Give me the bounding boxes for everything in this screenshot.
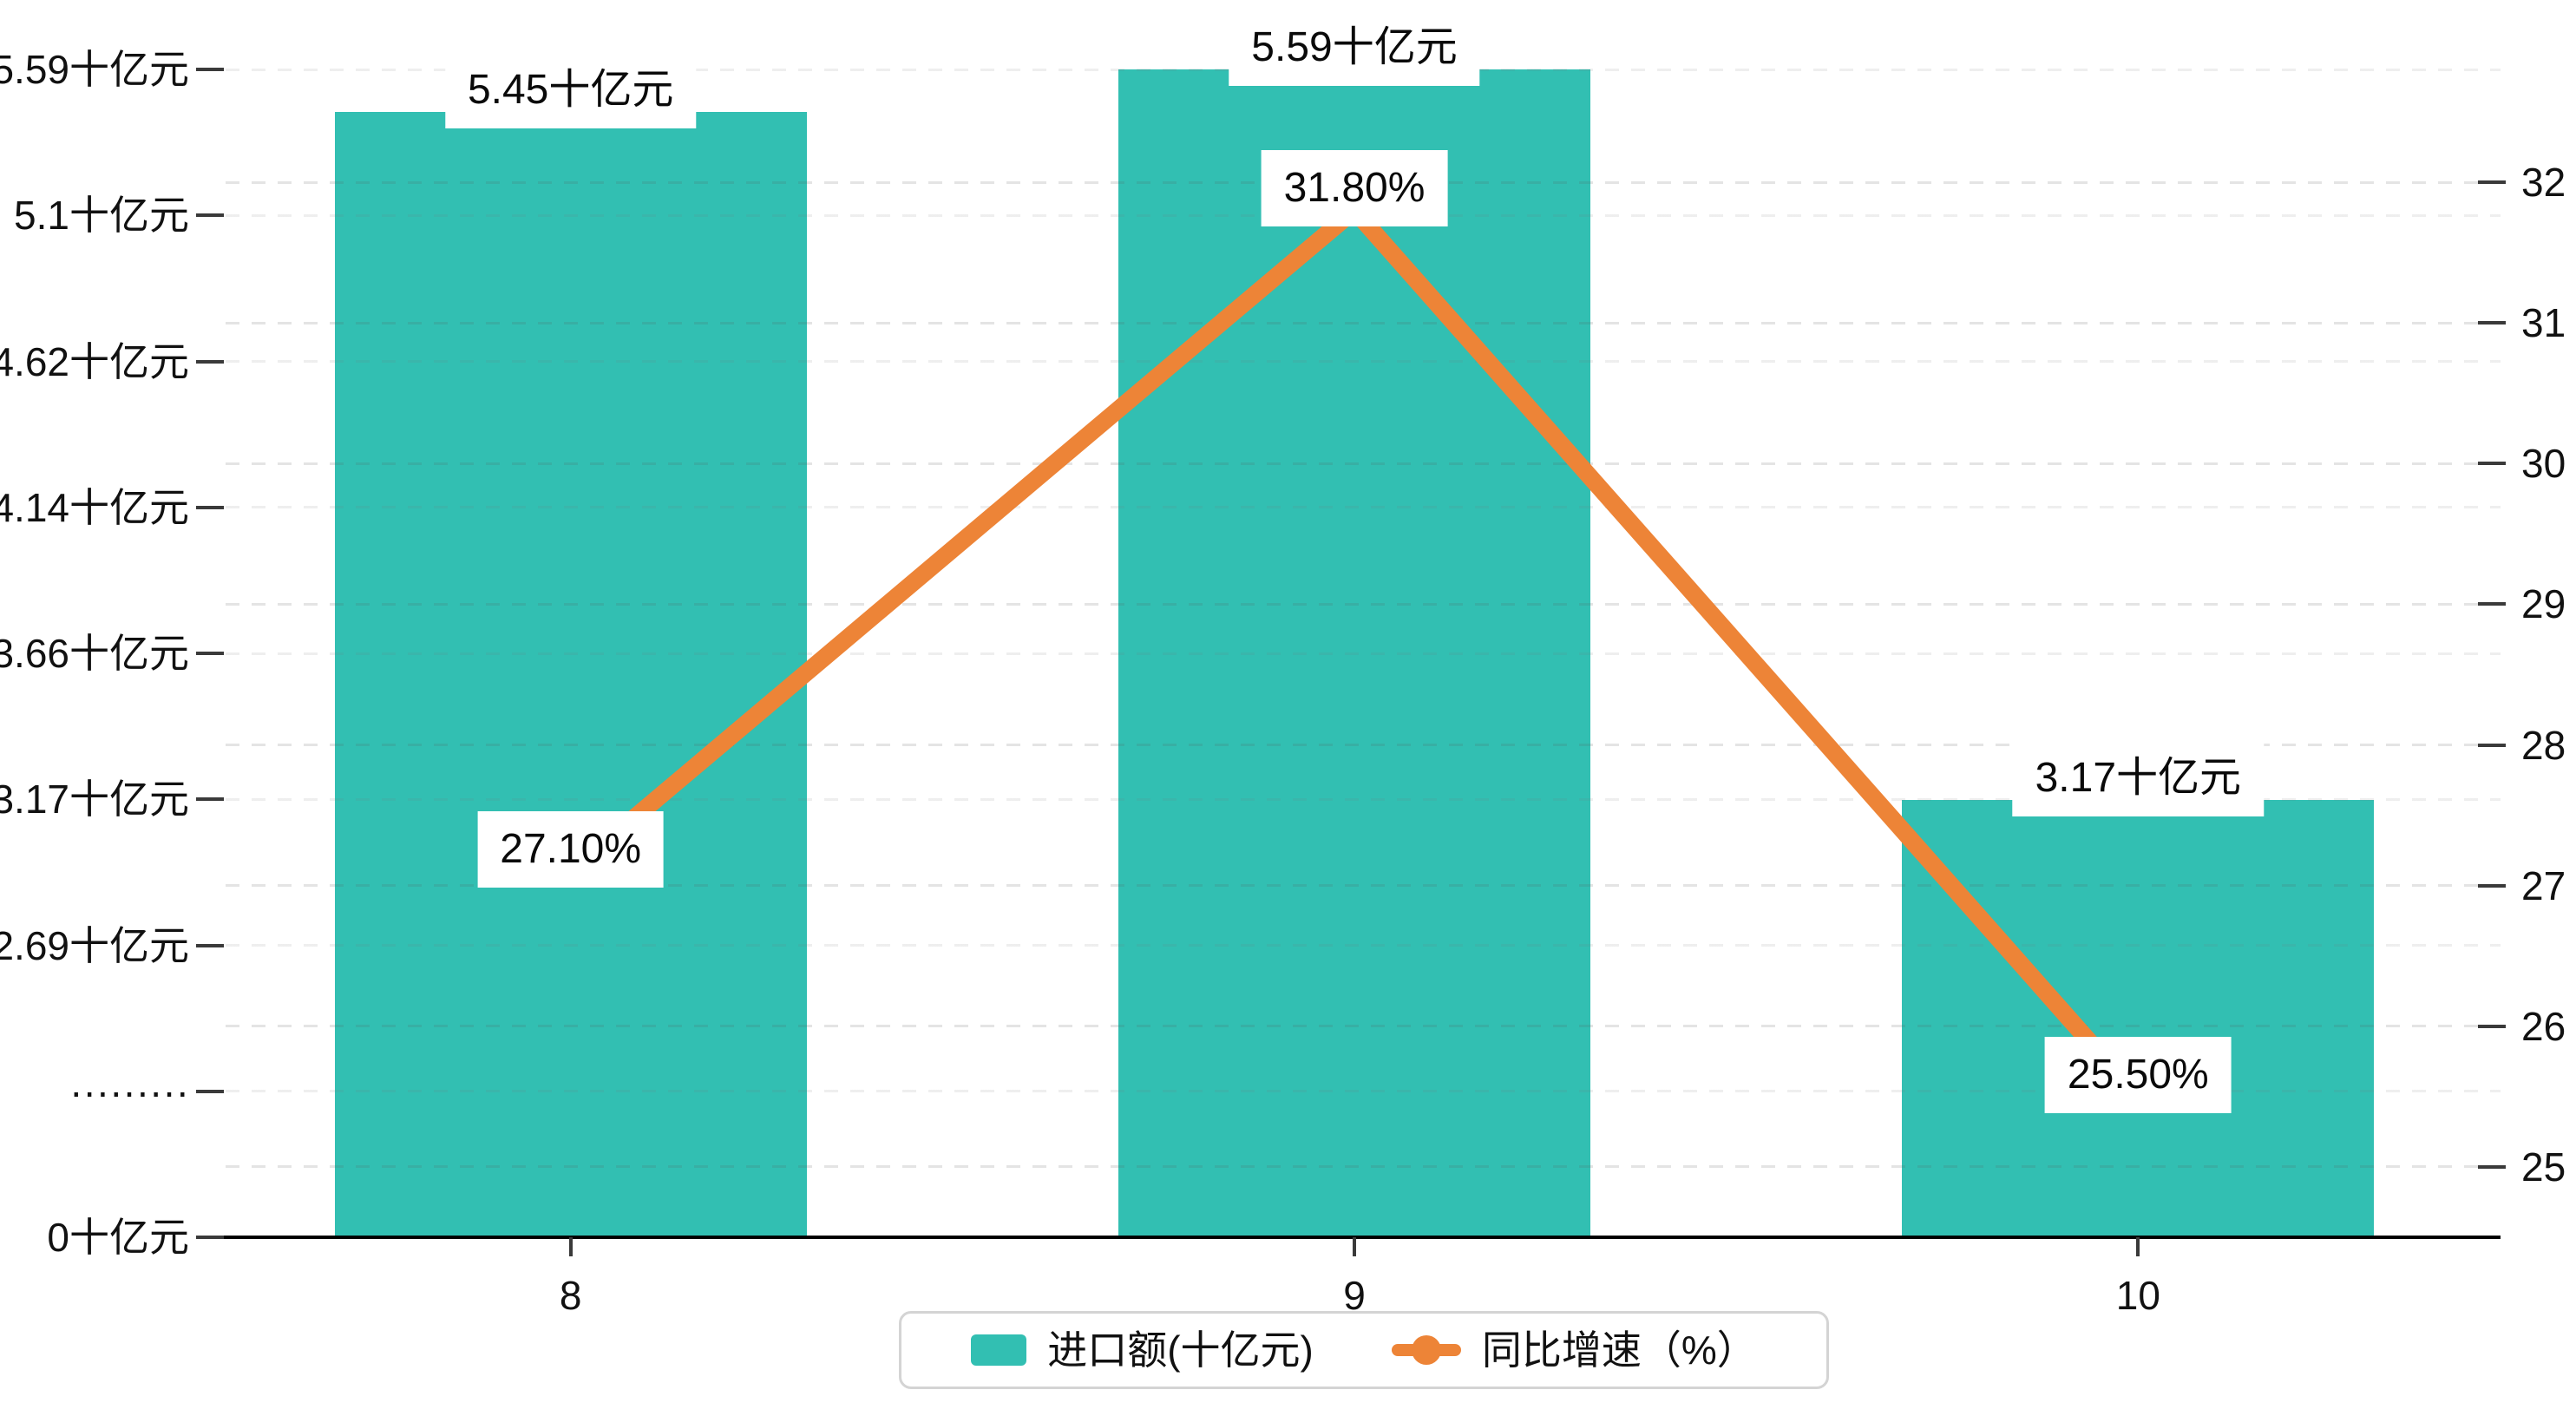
bar-series-swatch	[971, 1334, 1027, 1366]
left-axis-tick	[196, 359, 224, 364]
left-axis-tick-label: 4.14十亿元	[0, 484, 189, 530]
right-axis-tick	[2478, 743, 2506, 747]
right-axis-tick-label: 30	[2521, 441, 2566, 487]
left-axis-tick-label: 5.59十亿元	[0, 47, 189, 92]
gridline-right-axis	[226, 884, 2501, 888]
line-value-label: 27.10%	[477, 811, 665, 888]
gridline-left-axis	[226, 652, 2501, 655]
left-axis-tick	[196, 505, 224, 509]
right-axis-tick-label: 26	[2521, 1003, 2566, 1049]
x-axis-category-label: 9	[1343, 1273, 1366, 1318]
x-axis-category-label: 10	[2115, 1273, 2160, 1318]
right-axis-tick-label: 29	[2521, 581, 2566, 627]
right-axis-tick	[2478, 180, 2506, 184]
gridline-right-axis	[226, 321, 2501, 324]
right-axis-tick-label: 25	[2521, 1144, 2566, 1190]
left-axis-tick-label: 2.69十亿元	[0, 922, 189, 968]
left-axis-tick	[196, 1089, 224, 1093]
right-axis-tick	[2478, 1024, 2506, 1028]
left-axis-tick	[196, 213, 224, 218]
left-axis-tick-label: 3.66十亿元	[0, 631, 189, 676]
legend: 进口额(十亿元) 同比增速（%）	[899, 1311, 1829, 1389]
yoy-growth-line	[565, 201, 2145, 1103]
right-axis-tick	[2478, 462, 2506, 466]
right-axis-tick-label: 32	[2521, 160, 2566, 205]
legend-label-import-value: 进口额(十亿元)	[1047, 1328, 1314, 1373]
bar-value-label: 5.59十亿元	[1229, 10, 1480, 86]
gridline-right-axis	[226, 744, 2501, 747]
x-axis-line	[224, 1236, 2501, 1239]
right-axis-tick	[2478, 883, 2506, 888]
bar-month-8	[334, 111, 807, 1237]
left-axis-tick-label: 0十亿元	[47, 1215, 189, 1260]
line-value-label: 25.50%	[2044, 1036, 2232, 1113]
x-axis-tick	[1353, 1237, 1356, 1256]
left-axis-tick-label: 4.62十亿元	[0, 338, 189, 384]
gridline-right-axis	[226, 1165, 2501, 1169]
x-axis-tick	[2136, 1237, 2140, 1256]
left-axis-tick	[196, 797, 224, 802]
left-axis-tick	[196, 68, 224, 71]
legend-label-yoy-growth: 同比增速（%）	[1481, 1328, 1757, 1373]
right-axis-tick-label: 28	[2521, 722, 2566, 768]
gridline-left-axis	[226, 944, 2501, 947]
bar-month-10	[1902, 800, 2375, 1237]
left-axis-tick	[196, 943, 224, 947]
right-axis-tick-label: 31	[2521, 300, 2566, 346]
right-axis-tick-label: 27	[2521, 862, 2566, 908]
left-axis-tick	[196, 652, 224, 655]
left-axis-tick-label: 3.17十亿元	[0, 777, 189, 823]
line-value-label: 31.80%	[1261, 150, 1448, 227]
gridline-left-axis	[226, 797, 2501, 801]
gridline-right-axis	[226, 1025, 2501, 1028]
gridline-right-axis	[226, 602, 2501, 606]
gridline-left-axis	[226, 1090, 2501, 1093]
right-axis-tick	[2478, 1164, 2506, 1169]
left-axis-tick-label: 5.1十亿元	[14, 193, 189, 239]
line-series-marker	[1391, 1333, 1461, 1367]
bar-value-label: 3.17十亿元	[2012, 740, 2265, 817]
bar-value-label: 5.45十亿元	[444, 51, 697, 128]
x-axis-category-label: 8	[559, 1273, 582, 1318]
gridline-left-axis	[226, 360, 2501, 363]
gridline-right-axis	[226, 462, 2501, 465]
gridline-left-axis	[226, 506, 2501, 509]
left-axis-tick-label: ·········	[69, 1068, 189, 1114]
legend-item-import-value[interactable]: 进口额(十亿元)	[971, 1330, 1314, 1370]
left-axis-tick	[196, 1236, 224, 1239]
right-axis-tick	[2478, 321, 2506, 325]
right-axis-tick	[2478, 602, 2506, 606]
bar-month-9	[1118, 69, 1590, 1237]
line-marker-dot	[1411, 1335, 1441, 1365]
legend-item-yoy-growth[interactable]: 同比增速（%）	[1391, 1328, 1757, 1373]
x-axis-tick	[568, 1237, 573, 1256]
